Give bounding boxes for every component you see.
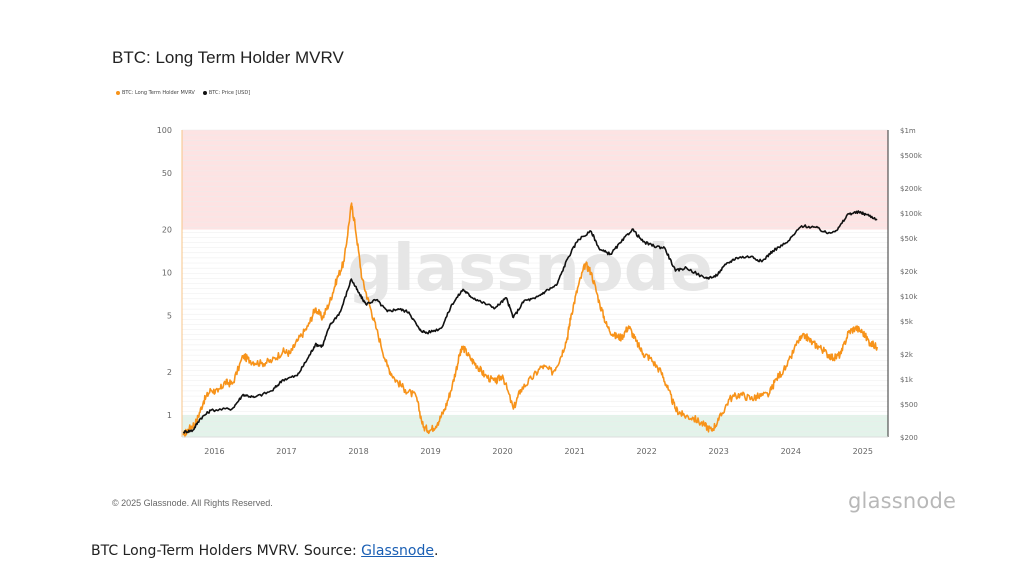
y-right-tick-label: $20k bbox=[900, 268, 918, 276]
grid-layer bbox=[182, 129, 888, 438]
figure-caption: BTC Long-Term Holders MVRV. Source: Glas… bbox=[91, 543, 438, 559]
x-tick-label: 2017 bbox=[276, 447, 296, 456]
y-right-tick-label: $1m bbox=[900, 127, 916, 135]
y-right-tick-label: $500k bbox=[900, 152, 923, 160]
y-left-tick-label: 50 bbox=[162, 169, 172, 178]
zone-low bbox=[182, 414, 888, 437]
y-right-tick-label: $500 bbox=[900, 401, 918, 409]
watermark-logo: glassnode bbox=[347, 232, 713, 306]
copyright-text: © 2025 Glassnode. All Rights Reserved. bbox=[112, 498, 273, 508]
axis-layer: 1 2 5 10 20 50 100 $200 $500 $1k $2k $5k $10k $20k $50… bbox=[157, 126, 923, 456]
chart-title: BTC: Long Term Holder MVRV bbox=[112, 48, 344, 67]
x-tick-label: 2024 bbox=[781, 447, 801, 456]
x-tick-label: 2020 bbox=[492, 447, 512, 456]
y-right-tick-label: $200 bbox=[900, 434, 918, 442]
y-right-tick-label: $200k bbox=[900, 185, 923, 193]
legend-label-mvrv: BTC: Long Term Holder MVRV bbox=[122, 90, 195, 96]
x-tick-label: 2022 bbox=[636, 447, 656, 456]
y-right-tick-label: $5k bbox=[900, 318, 914, 326]
glassnode-logo: glassnode bbox=[848, 489, 957, 513]
series-line-mvrv bbox=[182, 202, 878, 438]
legend-label-price: BTC: Price [USD] bbox=[208, 90, 251, 96]
y-left-tick-label: 5 bbox=[167, 311, 172, 320]
y-left-tick-label: 2 bbox=[167, 368, 172, 377]
legend-swatch-price bbox=[202, 91, 207, 95]
x-tick-label: 2025 bbox=[853, 447, 873, 456]
series-line-price bbox=[182, 210, 878, 434]
source-link[interactable]: Glassnode bbox=[361, 543, 434, 559]
zone-high bbox=[182, 130, 888, 230]
y-left-tick-label: 100 bbox=[157, 126, 172, 135]
y-right-tick-label: $1k bbox=[900, 376, 914, 384]
y-left-tick-label: 10 bbox=[162, 268, 172, 277]
x-tick-label: 2023 bbox=[709, 447, 729, 456]
series-layer bbox=[182, 202, 878, 438]
chart-legend: BTC: Long Term Holder MVRV BTC: Price [U… bbox=[116, 90, 250, 96]
y-right-tick-label: $100k bbox=[900, 210, 923, 218]
caption-suffix: . bbox=[433, 543, 439, 559]
legend-item-price[interactable]: BTC: Price [USD] bbox=[202, 90, 251, 96]
caption-text: BTC Long-Term Holders MVRV. Source: bbox=[91, 543, 362, 559]
x-tick-label: 2019 bbox=[420, 447, 440, 456]
zones-layer bbox=[182, 130, 888, 437]
y-right-tick-label: $10k bbox=[900, 293, 918, 301]
y-right-tick-label: $2k bbox=[900, 351, 914, 359]
x-tick-label: 2016 bbox=[204, 447, 224, 456]
y-right-tick-label: $50k bbox=[900, 235, 918, 243]
legend-swatch-mvrv bbox=[116, 91, 120, 95]
y-left-tick-label: 1 bbox=[167, 411, 172, 420]
legend-item-mvrv[interactable]: BTC: Long Term Holder MVRV bbox=[116, 90, 195, 96]
x-tick-label: 2021 bbox=[564, 447, 584, 456]
x-tick-label: 2018 bbox=[348, 447, 368, 456]
y-left-tick-label: 20 bbox=[162, 226, 172, 235]
